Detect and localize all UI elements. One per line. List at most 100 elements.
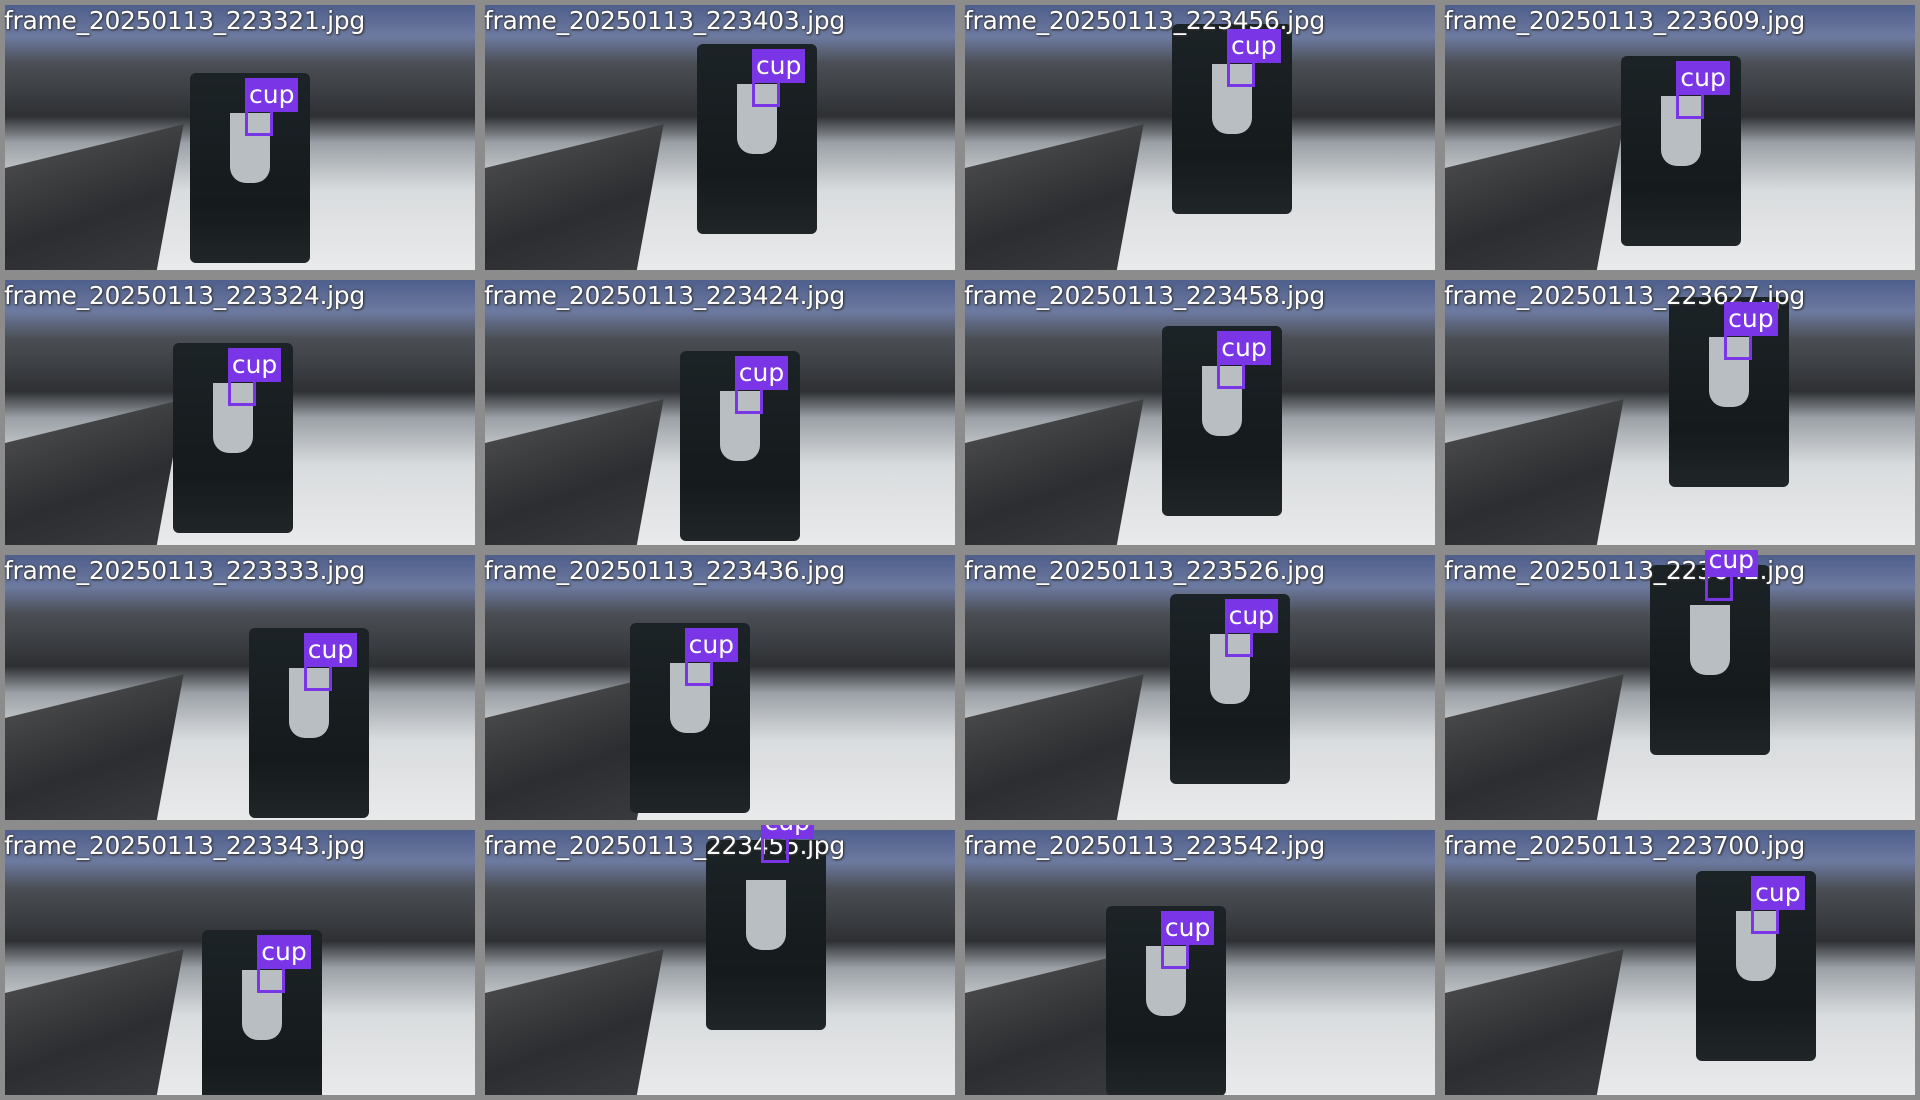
bounding-box <box>1751 906 1780 935</box>
photo <box>965 280 1435 545</box>
coffee-machine <box>679 350 800 541</box>
detection-label: cup <box>227 348 282 383</box>
machine-panel <box>745 880 786 950</box>
detection-label: cup <box>257 935 311 970</box>
filename: frame_20250113_223424.jpg <box>484 281 845 310</box>
detection-label: cup <box>684 628 739 663</box>
photo <box>1445 555 1915 820</box>
coffee-machine <box>705 840 826 1030</box>
machine-panel <box>1736 911 1777 982</box>
photo <box>965 555 1435 820</box>
bounding-box <box>751 78 780 107</box>
filename: frame_20250113_223403.jpg <box>484 6 845 35</box>
machine-panel <box>230 113 270 184</box>
desk <box>965 399 1144 545</box>
machine-panel <box>1709 336 1750 407</box>
photo <box>5 555 475 820</box>
filename: frame_20250113_223321.jpg <box>4 6 365 35</box>
desk <box>5 674 184 820</box>
coffee-machine <box>1649 565 1770 755</box>
bounding-box <box>227 378 256 407</box>
image-tile: frame_20250113_223456.jpg cup <box>960 0 1440 275</box>
desk <box>5 124 184 270</box>
machine-panel <box>242 970 283 1041</box>
bounding-box <box>1724 331 1753 360</box>
detection-label: cup <box>1704 550 1759 577</box>
detection-label: cup <box>1217 331 1271 366</box>
desk <box>1445 399 1624 545</box>
machine-panel <box>1145 945 1186 1016</box>
bounding-box <box>1676 91 1705 120</box>
desk <box>5 949 184 1095</box>
desk <box>965 124 1144 270</box>
detection-label: cup <box>1676 61 1730 96</box>
image-tile: frame_20250113_223333.jpg cup <box>0 550 480 825</box>
bounding-box <box>257 965 286 994</box>
filename: frame_20250113_223436.jpg <box>484 556 845 585</box>
detection-label: cup <box>751 48 806 83</box>
filename: frame_20250113_223458.jpg <box>964 281 1325 310</box>
image-tile: frame_20250113_223542.jpg cup <box>960 825 1440 1100</box>
machine-panel <box>1689 605 1730 675</box>
filename: frame_20250113_223526.jpg <box>964 556 1325 585</box>
detection-label: cup <box>1751 876 1805 911</box>
bounding-box <box>245 108 273 137</box>
bounding-box <box>760 835 789 864</box>
bounding-box <box>1224 628 1253 657</box>
desk <box>1445 949 1624 1095</box>
machine-panel <box>212 383 253 454</box>
photo <box>965 5 1435 270</box>
detection-label: cup <box>1724 301 1778 336</box>
desk <box>1445 674 1624 820</box>
machine-panel <box>1202 366 1243 437</box>
filename: frame_20250113_223700.jpg <box>1444 831 1805 860</box>
detection-label: cup <box>1224 598 1279 633</box>
detection-label: cup <box>303 633 358 668</box>
photo <box>1445 5 1915 270</box>
desk <box>1445 124 1624 270</box>
photo <box>485 830 955 1095</box>
photo <box>1445 830 1915 1095</box>
bounding-box <box>1704 572 1733 601</box>
filename: frame_20250113_223343.jpg <box>4 831 365 860</box>
detection-label: cup <box>760 825 814 840</box>
image-tile: frame_20250113_223627.jpg cup <box>1440 275 1920 550</box>
bounding-box <box>1217 361 1246 390</box>
bounding-box <box>684 658 713 687</box>
bounding-box <box>1160 940 1189 969</box>
machine-panel <box>1661 96 1702 167</box>
desk <box>5 399 184 545</box>
photo <box>5 830 475 1095</box>
photo <box>1445 280 1915 545</box>
photo <box>5 5 475 270</box>
machine-panel <box>288 668 329 739</box>
detection-label: cup <box>734 355 789 390</box>
desk <box>485 949 664 1095</box>
bounding-box <box>303 663 332 692</box>
filename: frame_20250113_223609.jpg <box>1444 6 1805 35</box>
photo <box>485 555 955 820</box>
machine-panel <box>1212 64 1253 135</box>
detection-label: cup <box>1227 29 1281 64</box>
machine-panel <box>719 390 760 461</box>
detection-label: cup <box>245 78 299 113</box>
machine-panel <box>736 83 777 154</box>
photo <box>485 5 955 270</box>
desk <box>485 124 664 270</box>
filename: frame_20250113_223324.jpg <box>4 281 365 310</box>
detection-label: cup <box>1160 910 1215 945</box>
photo <box>485 280 955 545</box>
bounding-box <box>1227 59 1256 88</box>
